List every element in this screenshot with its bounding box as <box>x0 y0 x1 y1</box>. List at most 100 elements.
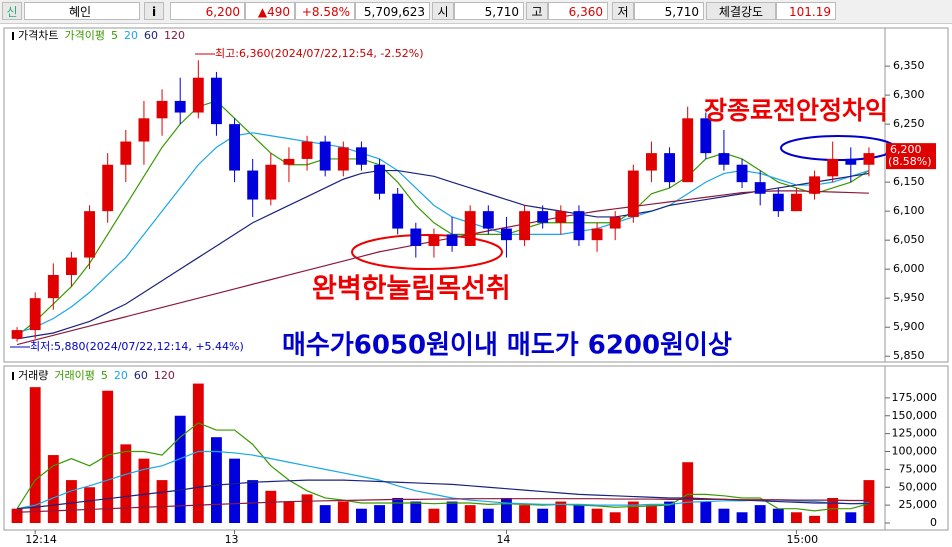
candle-body <box>772 193 784 212</box>
x-tick-label: 12:14 <box>25 533 57 546</box>
legend-marker <box>12 372 14 380</box>
volume-bar <box>410 501 422 523</box>
candle-body <box>736 164 748 183</box>
y-tick-label: 125,000 <box>892 427 938 440</box>
high: 6,360 <box>548 2 608 20</box>
y-tick-label: 25,000 <box>899 498 938 511</box>
volume-bar <box>301 494 313 523</box>
candle-body <box>156 100 168 119</box>
candle-body <box>337 147 349 171</box>
candle-body <box>627 170 639 217</box>
candle-body <box>392 193 404 229</box>
y-tick-label: 75,000 <box>899 462 938 475</box>
candle-body <box>265 164 277 200</box>
legend-entry: 5 <box>111 29 118 42</box>
candle-body <box>356 147 367 165</box>
volume-bar <box>863 480 875 523</box>
ma-line <box>16 190 869 346</box>
candle-body <box>301 141 313 159</box>
candle-body <box>229 124 240 171</box>
strength: 101.19 <box>776 2 836 20</box>
low: 5,710 <box>634 2 704 20</box>
volume-bar <box>247 480 259 523</box>
y-tick-label: 50,000 <box>899 480 938 493</box>
quote-bar: 신 혜인 i 6,200 ▲490 +8.58% 5,709,623 시 5,7… <box>0 0 952 24</box>
volume-bar <box>464 505 476 523</box>
rate: +8.58% <box>295 2 355 20</box>
annotation: 매수가6050원이내 매도가 6200원이상 <box>282 331 732 361</box>
candle-body <box>102 164 114 212</box>
annotation: 최고:6,360(2024/07/22,12:54, -2.52%) <box>215 47 424 60</box>
legend-entry: 20 <box>124 29 138 42</box>
candle-body <box>446 234 458 246</box>
candle-body <box>66 257 77 275</box>
volume-bar <box>646 505 657 523</box>
candle-body <box>84 211 95 258</box>
candle-body <box>428 234 440 246</box>
ma-line <box>16 169 870 340</box>
candle-body <box>591 228 603 241</box>
legend-entry: 5 <box>101 369 108 382</box>
volume-bar <box>664 501 675 523</box>
candle-body <box>138 118 150 142</box>
volume-bar <box>428 508 440 523</box>
volume-bar <box>374 505 385 523</box>
volume-bar <box>11 508 23 523</box>
price-marker-change: (8.58%) <box>888 155 932 168</box>
legend-entry: 20 <box>114 369 128 382</box>
candle-body <box>718 153 730 165</box>
stock-name[interactable]: 혜인 <box>24 2 140 20</box>
y-tick-label: 175,000 <box>892 391 938 404</box>
legend-marker <box>12 32 14 40</box>
volume-bar <box>754 505 766 523</box>
price-panel <box>3 27 949 363</box>
candle-body <box>174 100 186 113</box>
candle-body <box>11 330 23 339</box>
volume-bar <box>627 501 639 523</box>
volume-bar <box>718 508 730 523</box>
candle-body <box>464 211 476 246</box>
high-label: 고 <box>526 2 548 20</box>
volume-bar <box>84 487 95 523</box>
info-button[interactable]: i <box>144 2 164 20</box>
y-tick-label: 6,150 <box>893 175 925 188</box>
volume-bar <box>392 497 404 523</box>
y-tick-label: 5,850 <box>893 349 925 362</box>
legend-entry: 60 <box>144 29 158 42</box>
candle-body <box>573 211 585 241</box>
legend-entry: 가격차트 <box>18 29 58 42</box>
candle-body <box>283 158 295 165</box>
legend-entry: 120 <box>154 369 175 382</box>
candle-body <box>863 153 875 165</box>
candle-body <box>609 216 621 229</box>
change: ▲490 <box>245 2 295 20</box>
volume-bar <box>337 501 349 523</box>
candle-body <box>664 153 675 183</box>
annotation: 장종료전안정차익 <box>704 96 888 125</box>
volume-bar <box>519 505 530 523</box>
candle-body <box>501 228 512 241</box>
volume-bar <box>102 390 114 523</box>
y-tick-label: 6,350 <box>893 59 925 72</box>
volume-bar <box>192 383 204 523</box>
candle-body <box>809 176 820 194</box>
market[interactable]: 신 <box>2 2 22 20</box>
open-label: 시 <box>432 2 454 20</box>
candle-body <box>845 158 857 165</box>
candle-body <box>211 77 222 125</box>
ma-line <box>16 132 870 334</box>
y-tick-label: 6,250 <box>893 117 925 130</box>
candle-body <box>482 211 494 229</box>
volume-bar <box>283 501 295 523</box>
candle-body <box>374 164 385 194</box>
candle-body <box>791 193 802 212</box>
highlight-ellipse <box>351 234 503 270</box>
legend-entry: 거래량 <box>18 369 48 382</box>
ma-line <box>16 422 870 512</box>
y-tick-label: 150,000 <box>892 409 938 422</box>
volume: 5,709,623 <box>355 2 430 20</box>
volume-bar <box>537 508 549 523</box>
volume-bar <box>555 501 567 523</box>
